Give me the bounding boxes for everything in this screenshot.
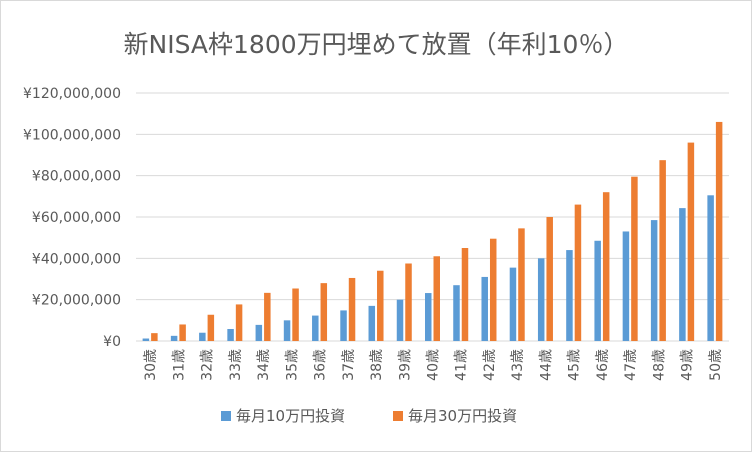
legend-label: 毎月30万円投資	[408, 407, 517, 425]
bar-series2	[546, 217, 553, 341]
bar-series1	[509, 267, 517, 341]
x-tick-label: 34歳	[256, 349, 272, 381]
bars	[142, 121, 723, 341]
x-tick-label: 39歳	[397, 349, 413, 381]
bar-series2	[631, 176, 638, 341]
x-tick-label: 37歳	[341, 349, 357, 381]
bar-series1	[622, 231, 630, 341]
bar-series1	[707, 195, 714, 341]
x-axis-ticks: 30歳 31歳 32歳 33歳 34歳 35歳 36歳 37歳 38歳 39歳 40歳 41歳 42歳 4…	[143, 349, 724, 381]
bar-series1	[142, 338, 150, 341]
x-tick-label: 36歳	[313, 349, 329, 381]
bar-series1	[255, 324, 263, 341]
x-tick-label: 47歳	[623, 349, 639, 381]
bar-series2	[405, 263, 412, 341]
x-tick-label: 45歳	[567, 349, 583, 381]
bar-series2	[489, 238, 497, 341]
bar-series2	[518, 228, 525, 341]
bar-series2	[320, 283, 328, 341]
bar-series1	[453, 285, 460, 341]
x-tick-label: 33歳	[228, 349, 244, 381]
x-tick-label: 43歳	[510, 349, 526, 381]
bar-series1	[368, 305, 376, 341]
bar-series1	[312, 315, 319, 341]
x-tick-label: 31歳	[171, 349, 187, 381]
x-tick-label: 50歳	[708, 349, 724, 381]
x-tick-label: 49歳	[680, 349, 696, 381]
y-tick-label: ¥100,000,000	[23, 127, 121, 143]
x-tick-label: 40歳	[426, 349, 442, 381]
bar-series2	[348, 277, 356, 341]
bar-series2	[264, 292, 271, 341]
bar-series2	[235, 304, 243, 341]
bar-series2	[687, 142, 695, 341]
bar-series2	[433, 256, 440, 341]
x-tick-label: 35歳	[284, 349, 300, 381]
bar-series1	[170, 335, 178, 341]
bar-series2	[659, 160, 666, 341]
x-tick-label: 46歳	[595, 349, 611, 381]
legend-swatch	[221, 411, 231, 421]
legend-swatch	[393, 411, 403, 421]
bar-series1	[396, 299, 404, 341]
y-tick-label: ¥0	[103, 334, 121, 350]
bar-series2	[715, 121, 723, 341]
bar-series2	[377, 270, 384, 341]
bar-series2	[602, 192, 610, 341]
y-tick-label: ¥20,000,000	[32, 293, 121, 309]
bar-series2	[292, 288, 299, 341]
x-tick-label: 30歳	[143, 349, 159, 381]
bar-series1	[199, 332, 206, 341]
y-tick-label: ¥40,000,000	[32, 251, 121, 267]
x-tick-label: 38歳	[369, 349, 385, 381]
y-tick-label: ¥80,000,000	[32, 169, 121, 185]
legend-label: 毎月10万円投資	[236, 407, 345, 425]
gridlines	[136, 92, 729, 342]
bar-series1	[481, 276, 488, 341]
x-tick-label: 42歳	[482, 349, 498, 381]
y-axis-ticks: ¥0 ¥20,000,000 ¥40,000,000 ¥60,000,000 ¥80,0…	[23, 86, 121, 350]
x-tick-label: 41歳	[454, 349, 470, 381]
x-tick-label: 32歳	[200, 349, 216, 381]
x-tick-label: 48歳	[651, 349, 667, 381]
chart-title: 新NISA枠1800万円埋めて放置（年利10％）	[124, 30, 629, 59]
bar-series1	[679, 208, 686, 341]
bar-series1	[594, 240, 601, 341]
bar-series1	[283, 320, 291, 341]
x-tick-label: 44歳	[538, 349, 554, 381]
bar-series1	[537, 258, 545, 341]
legend: 毎月10万円投資 毎月30万円投資	[221, 407, 517, 425]
bar-series2	[151, 333, 158, 341]
bar-series1	[650, 220, 658, 341]
bar-series2	[574, 204, 582, 341]
bar-series1	[425, 293, 432, 341]
bar-series1	[227, 329, 234, 341]
bar-series2	[179, 324, 186, 341]
y-tick-label: ¥60,000,000	[32, 210, 121, 226]
bar-series1	[566, 250, 573, 341]
bar-series2	[461, 248, 469, 341]
bar-series2	[207, 314, 215, 341]
bar-series1	[340, 310, 347, 341]
y-tick-label: ¥120,000,000	[23, 86, 121, 102]
